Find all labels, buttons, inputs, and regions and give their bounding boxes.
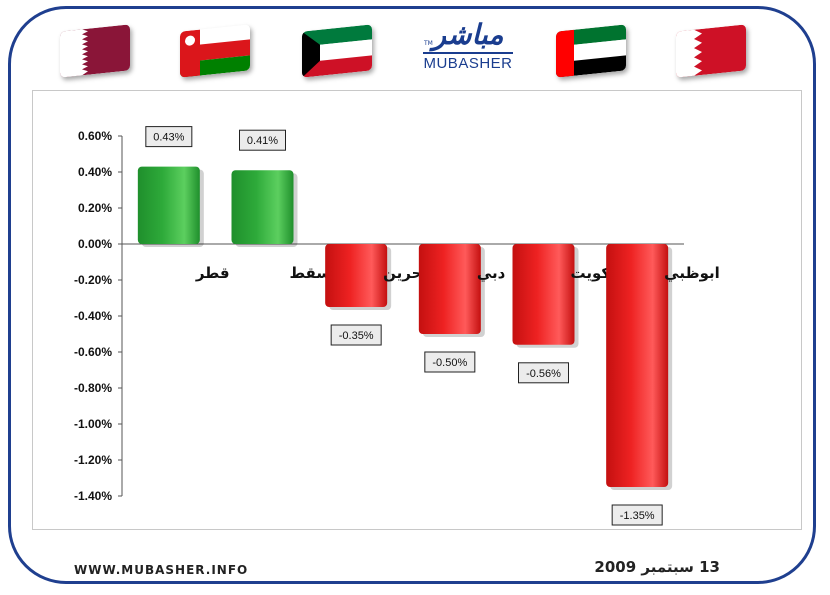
y-tick-label: 0.40% [78, 165, 112, 179]
bar-5 [606, 244, 669, 487]
data-label: -0.35% [339, 330, 374, 342]
data-label-box [239, 129, 286, 151]
mubasher-logo: مباشر MUBASHER TM [418, 18, 518, 80]
y-tick-label: -1.20% [74, 453, 112, 467]
bahrain-flag-icon [676, 24, 746, 78]
data-label: -1.35% [620, 510, 655, 522]
chart-panel [32, 90, 802, 530]
data-label-box [145, 126, 193, 148]
data-label: -0.50% [432, 357, 467, 369]
data-label-box [611, 504, 663, 526]
y-tick-label: -1.00% [74, 417, 112, 431]
data-label: 0.41% [247, 135, 278, 147]
data-label-box [518, 362, 569, 384]
oman-flag-icon [180, 24, 250, 78]
y-tick-label: -0.20% [74, 273, 112, 287]
report-date: 13 سبتمبر 2009 [594, 558, 720, 576]
data-label-box [424, 351, 476, 373]
category-label: دبي [477, 264, 506, 282]
y-tick-label: -0.40% [74, 309, 112, 323]
website-url: WWW.MUBASHER.INFO [74, 563, 249, 577]
bar-3 [418, 244, 481, 334]
y-tick-label: 0.20% [78, 201, 112, 215]
kuwait-flag-icon [302, 24, 372, 78]
y-tick-label: -0.80% [74, 381, 112, 395]
category-label: قطر [195, 264, 230, 282]
trademark-mark: TM [424, 40, 433, 47]
logo-english-text: MUBASHER [423, 52, 513, 73]
y-tick-label: -1.40% [74, 489, 112, 503]
y-tick-label: 0.60% [78, 129, 112, 143]
category-label: ابوظبي [664, 264, 720, 282]
uae-flag-icon [556, 24, 626, 78]
bar-0 [137, 166, 200, 244]
data-label-box [330, 324, 382, 346]
data-label: 0.43% [153, 132, 184, 144]
bar-1 [231, 170, 294, 244]
qatar-flag-icon [60, 24, 130, 78]
data-label: -0.56% [526, 368, 561, 380]
bar-4 [512, 244, 575, 345]
y-tick-label: -0.60% [74, 345, 112, 359]
y-tick-label: 0.00% [78, 237, 112, 251]
logo-arabic-text: مباشر [432, 18, 504, 51]
header-banner: مباشر MUBASHER TM [40, 12, 790, 80]
bar-2 [325, 244, 388, 307]
